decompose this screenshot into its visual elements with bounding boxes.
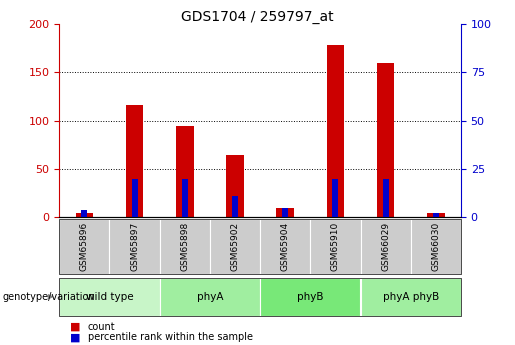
Text: phyA phyB: phyA phyB (383, 292, 439, 302)
Bar (226, 155, 244, 217)
Text: GSM65898: GSM65898 (180, 222, 189, 271)
Bar (126, 105, 143, 217)
Text: ■: ■ (70, 333, 80, 342)
Text: phyA: phyA (197, 292, 223, 302)
Bar (76, 213, 93, 217)
Text: GSM65910: GSM65910 (331, 222, 340, 271)
Bar (182, 179, 188, 217)
Bar (81, 210, 88, 217)
Bar (427, 213, 444, 217)
Text: GSM65896: GSM65896 (80, 222, 89, 271)
Bar (277, 208, 294, 217)
Bar (332, 179, 338, 217)
Text: percentile rank within the sample: percentile rank within the sample (88, 333, 252, 342)
Bar (377, 63, 394, 217)
Bar (131, 179, 138, 217)
Bar (327, 46, 344, 217)
Text: wild type: wild type (85, 292, 133, 302)
Text: phyB: phyB (297, 292, 323, 302)
Text: GSM66029: GSM66029 (381, 222, 390, 271)
Bar (176, 126, 194, 217)
Bar (433, 214, 439, 217)
Bar (232, 196, 238, 217)
Text: GSM65897: GSM65897 (130, 222, 139, 271)
Text: GSM65904: GSM65904 (281, 222, 289, 271)
Bar (282, 208, 288, 217)
Text: ■: ■ (70, 322, 80, 332)
Text: GSM65902: GSM65902 (231, 222, 239, 271)
Text: GSM66030: GSM66030 (432, 222, 440, 271)
Text: count: count (88, 322, 115, 332)
Text: genotype/variation: genotype/variation (3, 292, 95, 302)
Text: GDS1704 / 259797_at: GDS1704 / 259797_at (181, 10, 334, 24)
Bar (383, 179, 389, 217)
